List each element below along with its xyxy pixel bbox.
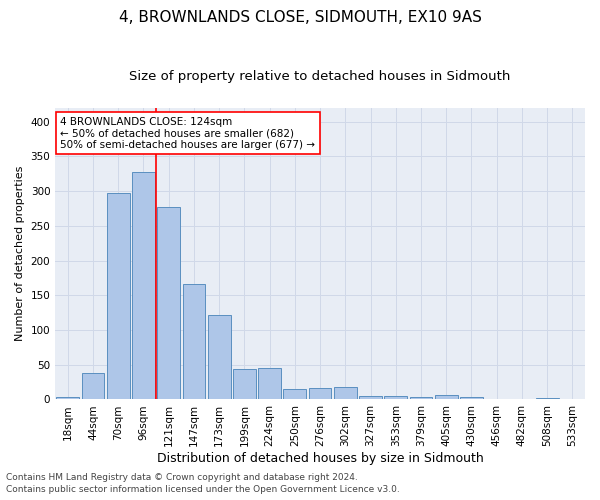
Bar [233,369,256,400]
Bar [283,389,306,400]
Bar [82,373,104,400]
Y-axis label: Number of detached properties: Number of detached properties [15,166,25,342]
Title: Size of property relative to detached houses in Sidmouth: Size of property relative to detached ho… [130,70,511,83]
Bar [182,284,205,400]
Bar [460,398,483,400]
Bar [309,388,331,400]
Bar [359,396,382,400]
Bar [485,399,508,400]
Bar [107,193,130,400]
Text: Contains HM Land Registry data © Crown copyright and database right 2024.
Contai: Contains HM Land Registry data © Crown c… [6,473,400,494]
Bar [536,398,559,400]
Text: 4, BROWNLANDS CLOSE, SIDMOUTH, EX10 9AS: 4, BROWNLANDS CLOSE, SIDMOUTH, EX10 9AS [119,10,481,25]
Bar [208,316,230,400]
Bar [435,396,458,400]
Bar [385,396,407,400]
Bar [258,368,281,400]
Bar [410,396,433,400]
Bar [56,398,79,400]
X-axis label: Distribution of detached houses by size in Sidmouth: Distribution of detached houses by size … [157,452,484,465]
Bar [132,172,155,400]
Bar [334,387,356,400]
Bar [157,207,180,400]
Text: 4 BROWNLANDS CLOSE: 124sqm
← 50% of detached houses are smaller (682)
50% of sem: 4 BROWNLANDS CLOSE: 124sqm ← 50% of deta… [61,116,316,150]
